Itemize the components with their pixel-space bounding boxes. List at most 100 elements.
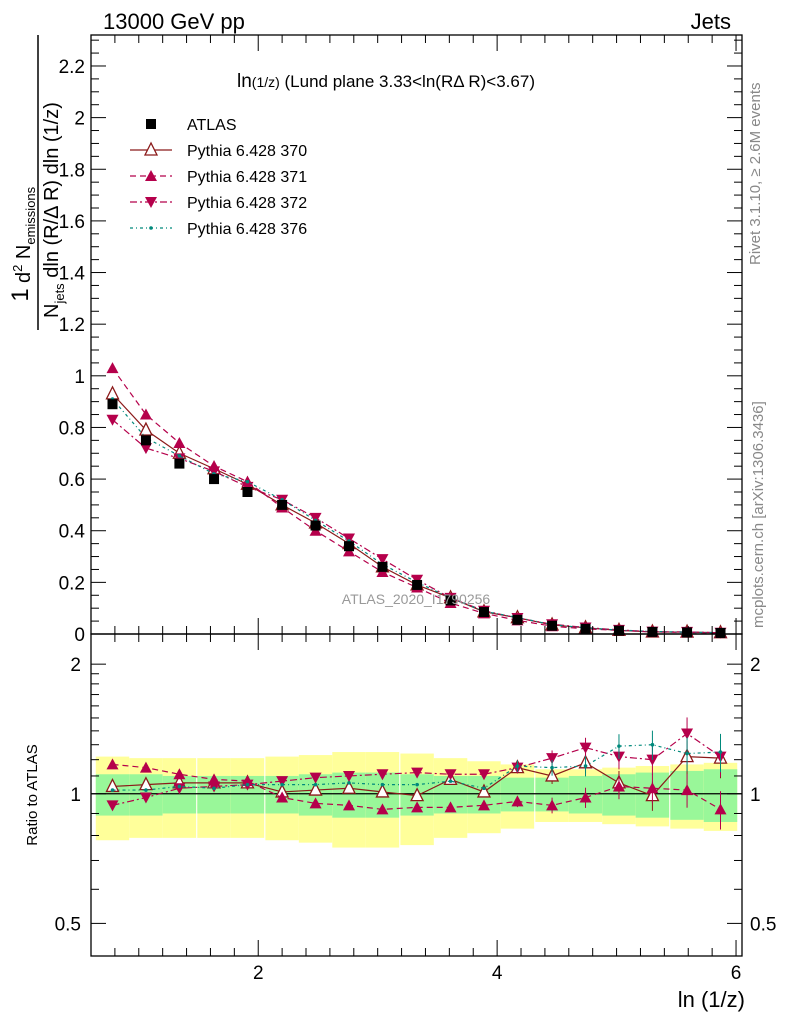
pythia-371-point bbox=[343, 799, 356, 811]
pythia-372-point bbox=[276, 776, 289, 788]
x-axis-label: ln (1/z) bbox=[678, 987, 745, 1012]
pythia-371-point bbox=[139, 408, 152, 420]
atlas-data-point bbox=[377, 561, 388, 572]
ytitle-jets: jets bbox=[52, 283, 67, 305]
pythia-371-point bbox=[276, 791, 289, 803]
atlas-data-point bbox=[613, 625, 624, 636]
pythia-376-point bbox=[617, 744, 621, 748]
atlas-data-point bbox=[209, 474, 220, 485]
pythia-372-point bbox=[343, 770, 356, 782]
pythia-376-point bbox=[245, 479, 250, 484]
pythia-376-point bbox=[415, 782, 419, 787]
main-ytick-label: 0.6 bbox=[59, 470, 85, 491]
pythia-376-point bbox=[380, 782, 385, 787]
pythia-371-point bbox=[376, 803, 389, 815]
plot-title-ln: ln bbox=[237, 71, 252, 92]
pythia-371-point bbox=[646, 782, 659, 794]
ratio-ytick-label-left: 0.5 bbox=[55, 914, 81, 935]
pythia-376-point bbox=[550, 765, 554, 770]
pythia-372-point bbox=[376, 769, 389, 781]
atlas-data-point bbox=[310, 520, 321, 531]
ratio-panel-frame bbox=[90, 633, 743, 957]
pythia-376-point bbox=[280, 782, 284, 787]
pythia-370-point bbox=[308, 781, 323, 796]
pythia-371-point bbox=[546, 799, 559, 811]
main-ytick-label: 2.2 bbox=[59, 57, 85, 78]
atlas-data-point bbox=[146, 119, 156, 129]
pythia-376-point bbox=[313, 782, 318, 787]
atlas-data-point bbox=[580, 623, 591, 634]
atlas-data-point bbox=[547, 620, 558, 631]
pythia-371-point bbox=[511, 795, 524, 807]
header-right: Jets bbox=[691, 9, 731, 34]
ytitle-one: 1 bbox=[7, 288, 34, 301]
pythia-376-point bbox=[177, 454, 182, 458]
ytitle-2: 2 bbox=[10, 265, 25, 272]
pythia-372-point bbox=[139, 792, 152, 804]
atlas-data-point bbox=[478, 607, 489, 618]
pythia-370-point bbox=[476, 783, 492, 798]
pythia-372-point bbox=[309, 512, 322, 524]
legend-label-1: Pythia 6.428 370 bbox=[187, 143, 307, 160]
axes-ticks: 0 0.2 0.4 0.6 0.8 1 1.2 1.4 1.6 1.8 2 2.2 2 4 6 0.5 0.5 1… bbox=[55, 35, 776, 984]
ytitle-n: N bbox=[41, 304, 63, 318]
main-ytick-label: 1.2 bbox=[59, 315, 85, 336]
main-ytitle: 1 Njets dln (R/Δ R) dln (1/z) d2 Nemissi… bbox=[7, 35, 67, 330]
xtick-label: 6 bbox=[731, 963, 742, 984]
pythia-372-point bbox=[208, 466, 221, 478]
legend-label-4: Pythia 6.428 376 bbox=[187, 221, 307, 238]
pythia-370-point bbox=[143, 141, 159, 156]
atlas-data-point bbox=[682, 627, 693, 638]
pythia-371-point bbox=[139, 761, 152, 773]
ytitle-N: N bbox=[13, 245, 35, 265]
legend-label-2: Pythia 6.428 371 bbox=[187, 169, 307, 186]
atlas-data-point bbox=[140, 435, 151, 446]
main-ytick-label: 0.8 bbox=[59, 418, 85, 439]
legend-label-3: Pythia 6.428 372 bbox=[187, 195, 307, 212]
pythia-370-point bbox=[105, 385, 120, 400]
pythia-376-point bbox=[583, 764, 588, 768]
main-ytick-label: 0.2 bbox=[59, 573, 85, 594]
main-ytick-label: 0.4 bbox=[59, 522, 86, 543]
pythia-372-point bbox=[106, 414, 119, 426]
atlas-data-point bbox=[445, 595, 456, 606]
ytitle-d: d bbox=[13, 272, 35, 283]
plot-title-frac: (1/z) bbox=[252, 74, 280, 90]
atlas-data-point bbox=[512, 614, 523, 625]
ratio-ytick-label-right: 1 bbox=[750, 785, 761, 806]
pythia-376-point bbox=[448, 779, 453, 783]
pythia-371-point bbox=[579, 791, 592, 803]
pythia-376-point bbox=[685, 751, 689, 756]
ytitle-numerator: d2 Nemissions bbox=[10, 186, 38, 283]
ytitle-emissions: emissions bbox=[23, 186, 38, 244]
pythia-376-point bbox=[144, 788, 148, 792]
pythia-376-point bbox=[347, 781, 351, 785]
pythia-372-point bbox=[145, 197, 157, 208]
ratio-panel-content bbox=[105, 717, 728, 830]
pythia-372-point bbox=[444, 769, 457, 781]
pythia-371-point bbox=[411, 801, 424, 813]
xtick-label: 4 bbox=[492, 963, 503, 984]
header-left: 13000 GeV pp bbox=[103, 9, 245, 34]
atlas-data-point bbox=[242, 486, 253, 497]
pythia-372-point bbox=[546, 753, 559, 765]
pythia-371-point bbox=[106, 758, 119, 770]
pythia-376-point bbox=[245, 782, 250, 787]
pythia-376-point bbox=[110, 788, 115, 792]
pythia-376-point bbox=[212, 786, 216, 791]
atlas-data-point bbox=[715, 627, 726, 638]
pythia-371-point bbox=[173, 436, 186, 448]
legend: ATLAS Pythia 6.428 370 Pythia 6.428 371 Pyt… bbox=[130, 117, 307, 238]
pythia-371-point bbox=[612, 780, 625, 792]
pythia-372-point bbox=[681, 728, 694, 740]
pythia-371-point bbox=[309, 797, 322, 809]
pythia-372-point bbox=[139, 443, 152, 455]
pythia-376-point bbox=[482, 786, 486, 791]
pythia-372-point bbox=[477, 769, 490, 781]
pythia-372-point bbox=[376, 554, 389, 566]
main-ytick-label: 2 bbox=[74, 109, 85, 130]
legend-label-0: ATLAS bbox=[187, 117, 237, 134]
pythia-372-point bbox=[343, 533, 356, 545]
atlas-data-point bbox=[174, 458, 185, 469]
